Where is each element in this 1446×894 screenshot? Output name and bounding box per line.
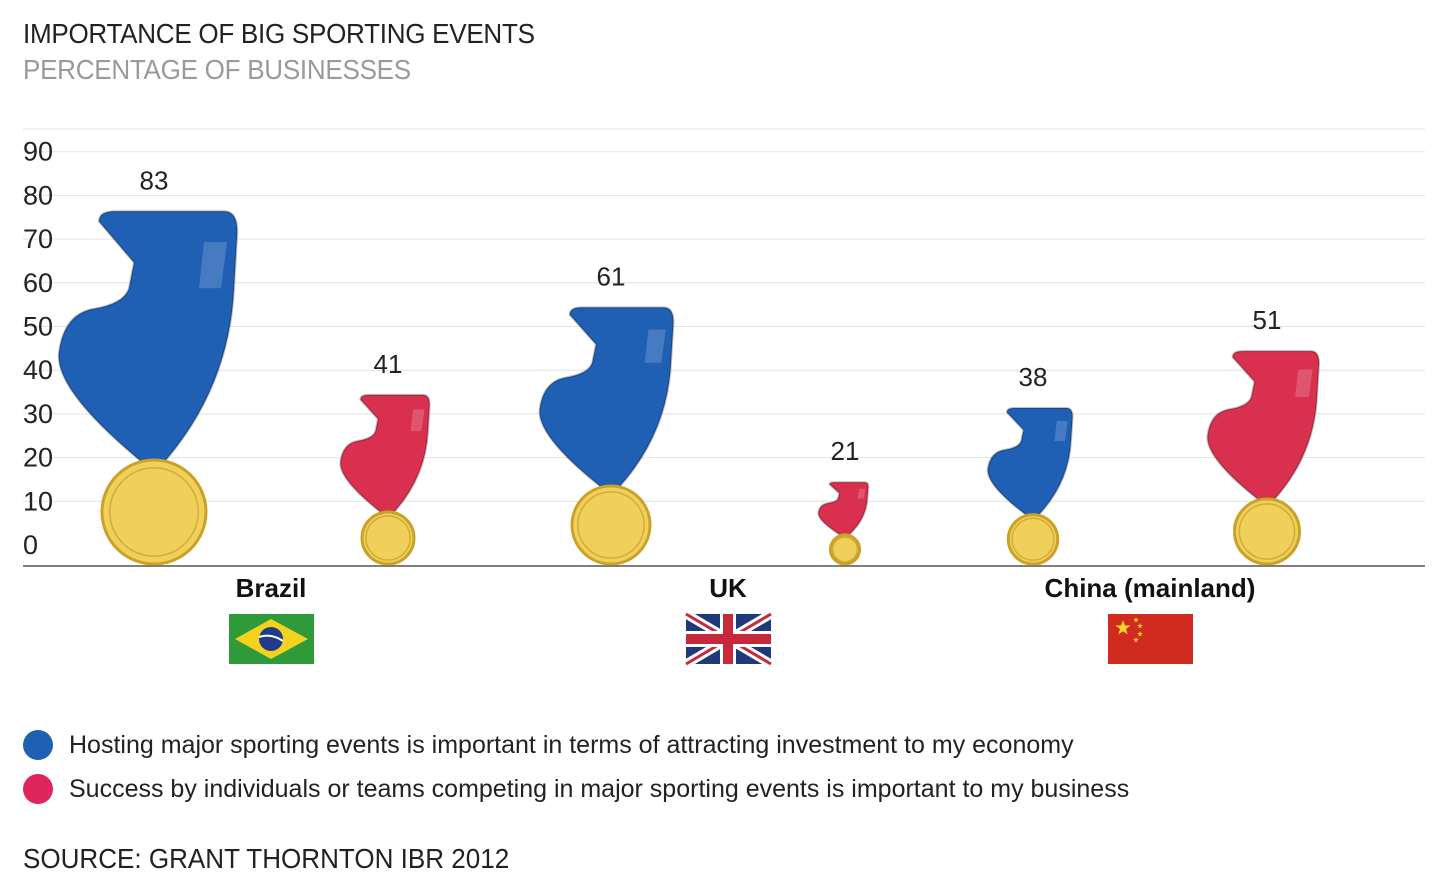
y-tick-label: 0 [23,530,38,560]
legend-item-success: Success by individuals or teams competin… [23,774,1129,804]
legend-label-success: Success by individuals or teams competin… [69,774,1130,803]
data-label: 41 [374,349,403,379]
china-flag-star [1137,631,1143,637]
medal-bar-success [339,393,431,566]
y-tick-label: 90 [23,137,53,167]
medal-coin [828,533,862,566]
medal-coin [1233,497,1301,566]
medal-ribbon-fold [857,488,866,499]
medal-coin-rim [831,536,859,563]
y-tick-label: 60 [23,268,53,298]
china-flag-star [1133,617,1139,623]
y-tick-label: 70 [23,224,53,254]
chart-title: IMPORTANCE OF BIG SPORTING EVENTS [23,18,535,49]
data-label: 21 [831,436,860,466]
chart-subtitle: PERCENTAGE OF BUSINESSES [23,54,411,85]
medal-bar-hosting [538,306,675,566]
medal-bar-hosting [57,210,239,566]
medal-coin-rim [365,515,411,561]
source-note: SOURCE: GRANT THORNTON IBR 2012 [23,843,510,874]
y-tick-label: 80 [23,180,53,210]
medal-bar-success [817,481,870,566]
china-flag [1108,614,1193,664]
medal-coin-rim [1011,517,1055,562]
medal-coin [1006,513,1060,566]
medal-coin [570,484,652,566]
medal-bar-success [1206,350,1321,566]
china-flag-star [1115,620,1131,635]
medal-ribbon-fold [410,409,425,432]
medal-coin-rim [577,491,645,559]
medal-bar-hosting [986,406,1074,566]
chart-area: 90 80 70 60 50 40 30 20 10 0 83 41 Brazil 61 21 UK 38 51 C… [23,128,1425,666]
uk-flag-cross-red [723,614,733,664]
y-tick-label: 50 [23,312,53,342]
data-label: 61 [597,261,626,291]
category-label: China (mainland) [1045,573,1256,603]
brazil-flag-globe [259,627,283,651]
medal-coin-rim [109,467,199,557]
medal-coin [100,458,208,566]
category-label: UK [709,573,747,603]
legend-swatch-blue [23,730,53,760]
data-label: 38 [1019,362,1048,392]
y-tick-label: 30 [23,399,53,429]
y-tick-label: 40 [23,355,53,385]
data-label: 83 [140,165,169,195]
medal-coin-rim [1238,503,1296,560]
medal-coin [360,510,416,566]
medal-ribbon-fold [199,242,227,289]
medal-ribbon-fold [1295,369,1313,397]
legend-label-hosting: Hosting major sporting events is importa… [69,730,1074,759]
medal-ribbon-fold [644,329,666,363]
legend-item-hosting: Hosting major sporting events is importa… [23,730,1074,760]
china-flag-star [1133,637,1139,643]
category-label: Brazil [236,573,307,603]
brazil-flag-band [258,634,284,642]
data-label: 51 [1253,305,1282,335]
medal-ribbon-fold [1054,421,1068,442]
china-flag-star [1137,623,1143,629]
y-tick-label: 20 [23,443,53,473]
y-tick-label: 10 [23,486,53,516]
legend-swatch-red [23,774,53,804]
